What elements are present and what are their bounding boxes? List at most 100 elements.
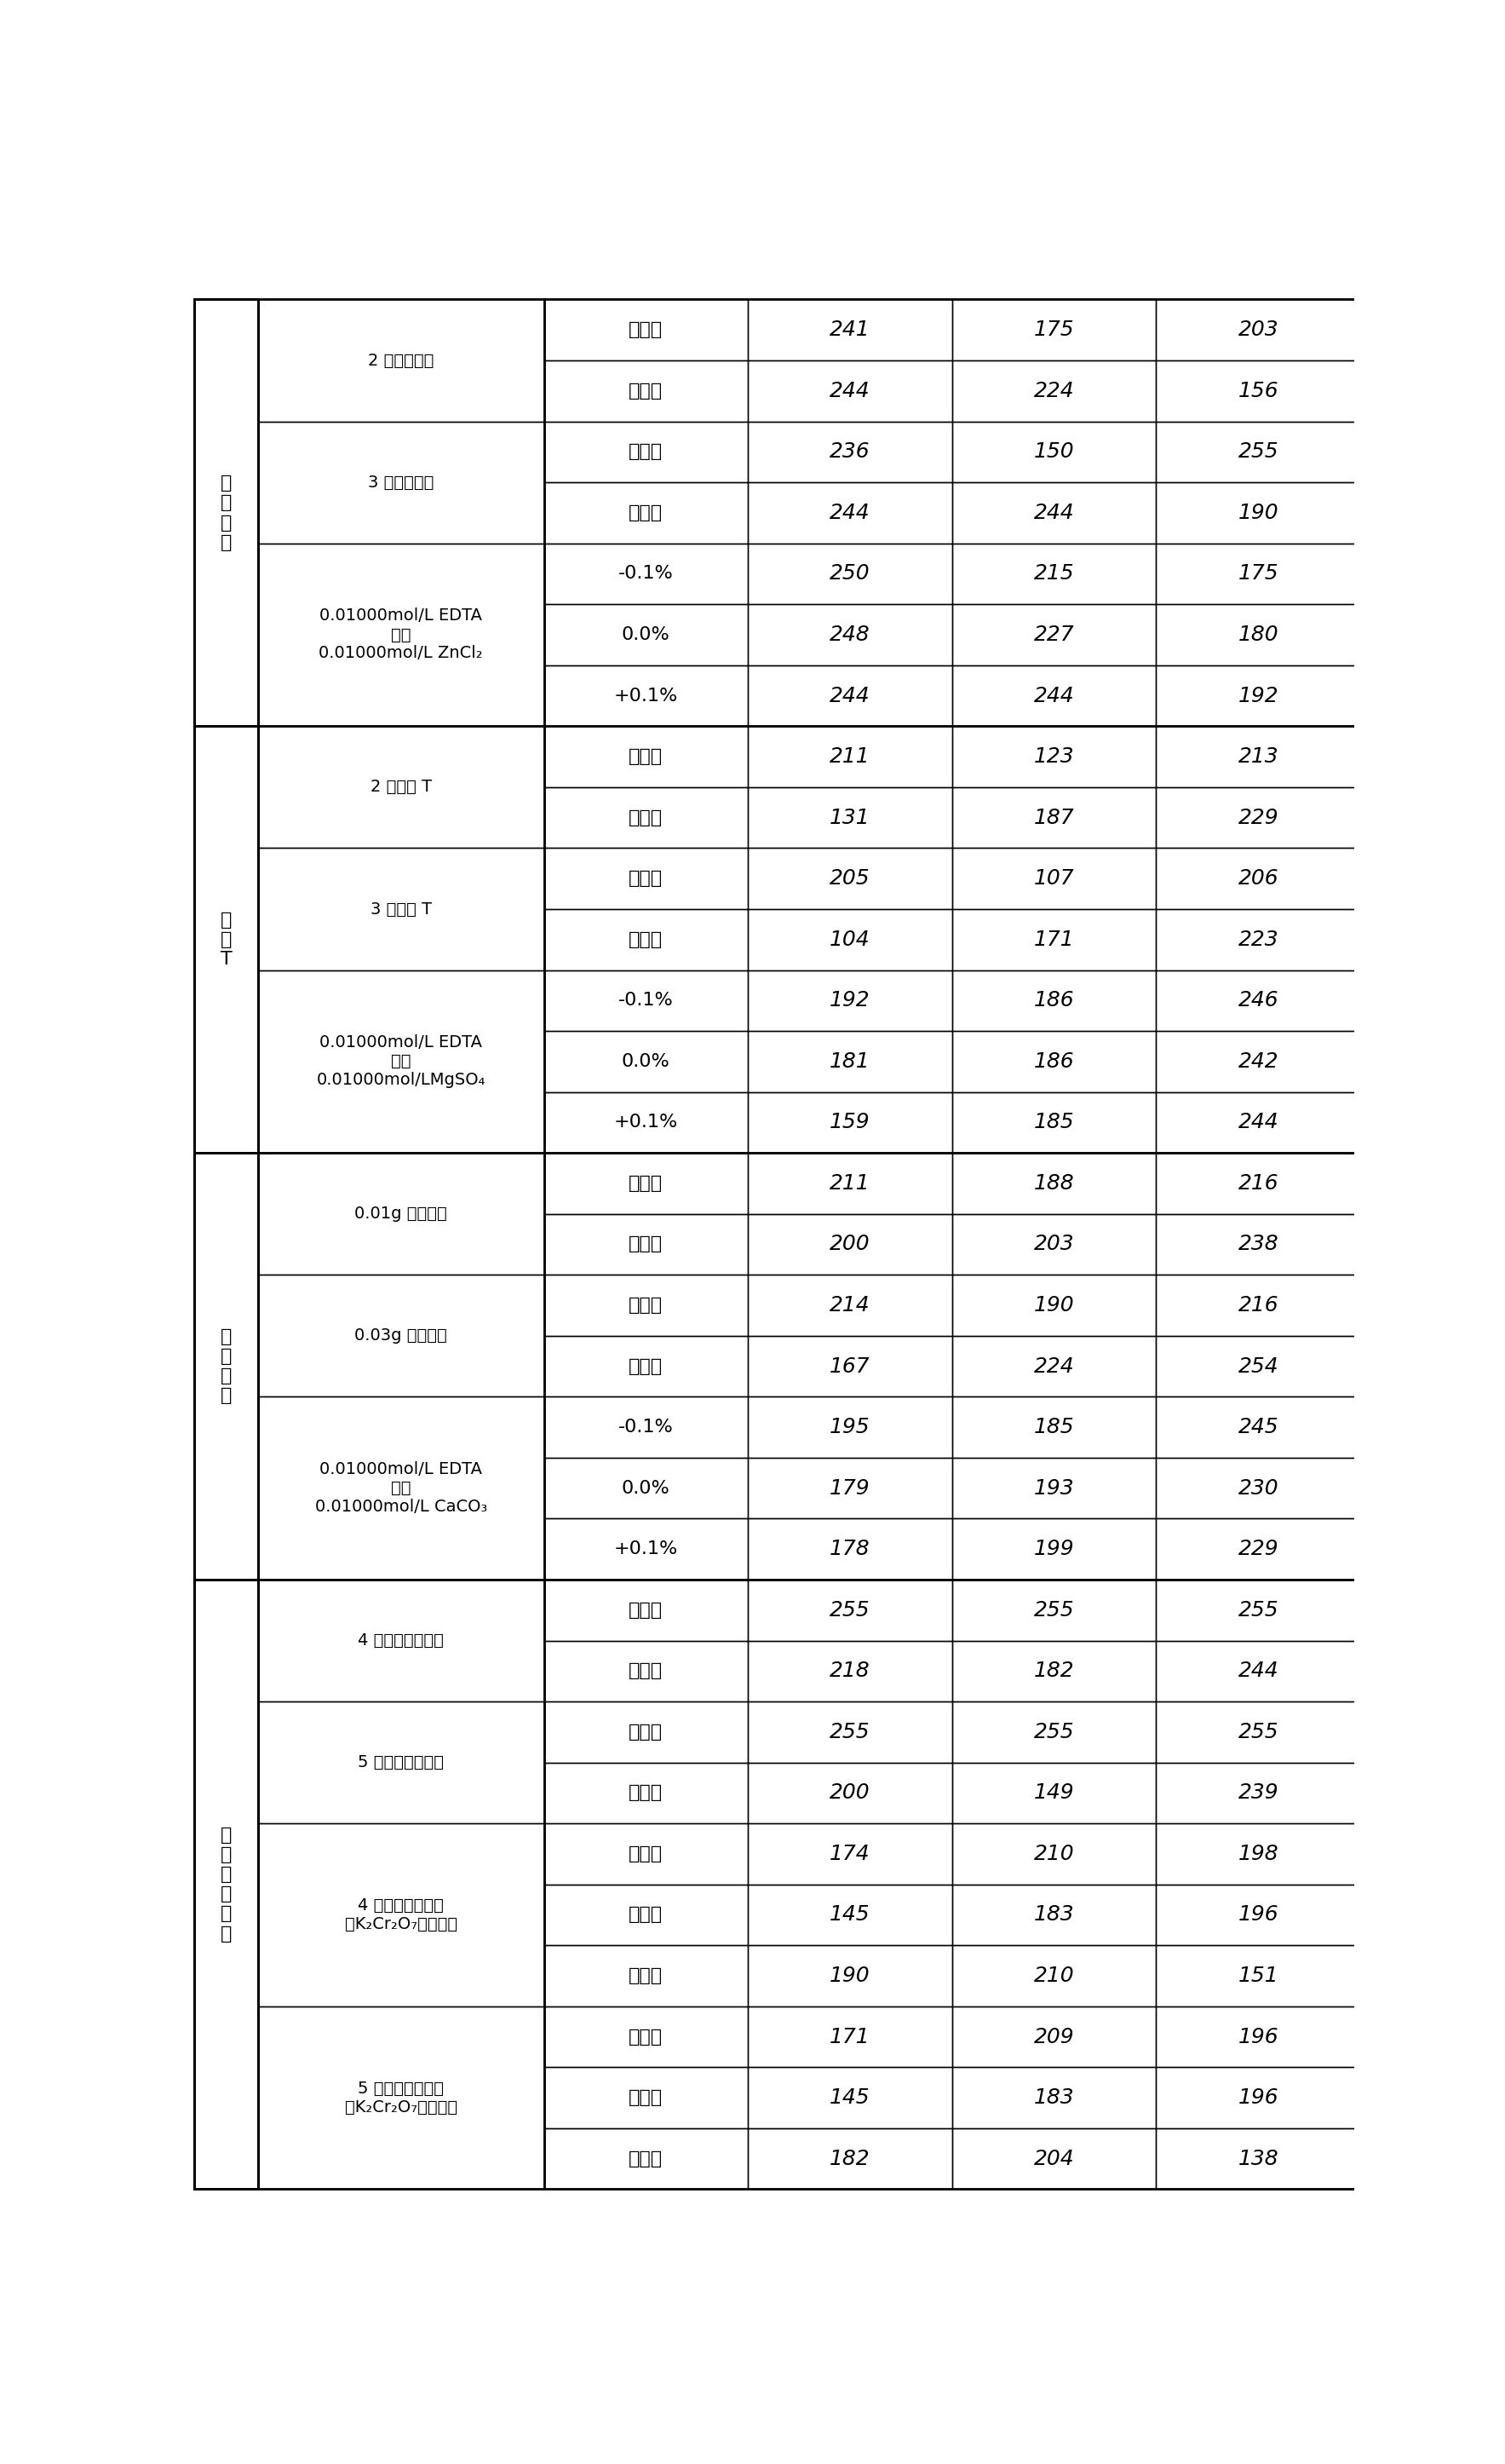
- Text: 185: 185: [1034, 1111, 1075, 1133]
- Bar: [953, 2129, 1156, 2188]
- Bar: [1156, 1335, 1361, 1397]
- Text: 131: 131: [829, 808, 870, 828]
- Bar: [748, 1641, 953, 1703]
- Bar: [543, 1947, 748, 2006]
- Bar: [748, 1579, 953, 1641]
- Text: 193: 193: [1034, 1478, 1075, 1498]
- Text: 255: 255: [1034, 1599, 1075, 1621]
- Bar: [259, 727, 543, 848]
- Text: 179: 179: [829, 1478, 870, 1498]
- Bar: [748, 1518, 953, 1579]
- Bar: [748, 1030, 953, 1092]
- Text: 244: 244: [1034, 685, 1075, 705]
- Bar: [953, 1459, 1156, 1518]
- Bar: [259, 1397, 543, 1579]
- Bar: [543, 665, 748, 727]
- Bar: [748, 604, 953, 665]
- Text: 196: 196: [1239, 2025, 1279, 2048]
- Text: 145: 145: [829, 2087, 870, 2109]
- Text: 244: 244: [829, 379, 870, 402]
- Bar: [748, 786, 953, 848]
- Text: 还原色: 还原色: [629, 1846, 664, 1863]
- Text: 0.0%: 0.0%: [622, 1478, 670, 1496]
- Text: 211: 211: [829, 1173, 870, 1193]
- Text: 还原色: 还原色: [629, 2028, 664, 2045]
- Text: 络合色: 络合色: [629, 1175, 664, 1193]
- Text: 氧化色: 氧化色: [629, 2151, 664, 2168]
- Text: 206: 206: [1239, 867, 1279, 890]
- Text: 171: 171: [829, 2025, 870, 2048]
- Text: 224: 224: [1034, 1355, 1075, 1377]
- Bar: [953, 542, 1156, 604]
- Bar: [953, 1762, 1156, 1823]
- Bar: [543, 1518, 748, 1579]
- Bar: [953, 1030, 1156, 1092]
- Bar: [953, 1274, 1156, 1335]
- Text: 107: 107: [1034, 867, 1075, 890]
- Bar: [1156, 1030, 1361, 1092]
- Bar: [1156, 1641, 1361, 1703]
- Text: 138: 138: [1239, 2149, 1279, 2168]
- Text: 游离色: 游离色: [629, 931, 664, 949]
- Bar: [748, 665, 953, 727]
- Text: 244: 244: [829, 503, 870, 522]
- Bar: [748, 848, 953, 909]
- Bar: [953, 604, 1156, 665]
- Text: -0.1%: -0.1%: [619, 993, 674, 1010]
- Text: 铬
黑
T: 铬 黑 T: [220, 912, 232, 968]
- Bar: [543, 1459, 748, 1518]
- Text: 167: 167: [829, 1355, 870, 1377]
- Bar: [543, 1885, 748, 1947]
- Text: 196: 196: [1239, 1905, 1279, 1924]
- Bar: [194, 727, 259, 1153]
- Text: 200: 200: [829, 1784, 870, 1804]
- Bar: [543, 421, 748, 483]
- Text: 223: 223: [1239, 929, 1279, 949]
- Bar: [953, 301, 1156, 360]
- Text: 216: 216: [1239, 1296, 1279, 1316]
- Text: 245: 245: [1239, 1417, 1279, 1437]
- Text: 2 滴二甲酚橙: 2 滴二甲酚橙: [369, 352, 433, 370]
- Text: 游离色: 游离色: [629, 382, 664, 399]
- Bar: [953, 1703, 1156, 1762]
- Text: 255: 255: [1239, 441, 1279, 463]
- Text: 246: 246: [1239, 991, 1279, 1010]
- Text: 244: 244: [1239, 1111, 1279, 1133]
- Bar: [194, 301, 259, 727]
- Bar: [543, 1579, 748, 1641]
- Text: 218: 218: [829, 1661, 870, 1680]
- Bar: [748, 1092, 953, 1153]
- Text: 203: 203: [1034, 1234, 1075, 1254]
- Text: 229: 229: [1239, 1540, 1279, 1560]
- Bar: [543, 1335, 748, 1397]
- Bar: [953, 1947, 1156, 2006]
- Bar: [1156, 786, 1361, 848]
- Text: 145: 145: [829, 1905, 870, 1924]
- Text: 3 滴铬黑 T: 3 滴铬黑 T: [370, 902, 432, 917]
- Bar: [259, 971, 543, 1153]
- Bar: [748, 1397, 953, 1459]
- Text: 0.01g 钙指示剂: 0.01g 钙指示剂: [355, 1205, 447, 1222]
- Text: 254: 254: [1239, 1355, 1279, 1377]
- Bar: [953, 786, 1156, 848]
- Bar: [953, 421, 1156, 483]
- Text: 175: 175: [1239, 564, 1279, 584]
- Text: 氧化色: 氧化色: [629, 1663, 664, 1680]
- Bar: [1156, 1579, 1361, 1641]
- Bar: [1156, 1703, 1361, 1762]
- Bar: [543, 971, 748, 1030]
- Bar: [543, 1030, 748, 1092]
- Bar: [543, 1092, 748, 1153]
- Text: 0.03g 钙指示剂: 0.03g 钙指示剂: [355, 1328, 447, 1343]
- Text: -0.1%: -0.1%: [619, 1419, 674, 1437]
- Text: 络合色: 络合色: [629, 749, 664, 766]
- Bar: [543, 1703, 748, 1762]
- Text: 159: 159: [829, 1111, 870, 1133]
- Bar: [543, 483, 748, 542]
- Bar: [543, 1823, 748, 1885]
- Text: 123: 123: [1034, 747, 1075, 766]
- Text: 156: 156: [1239, 379, 1279, 402]
- Bar: [953, 1335, 1156, 1397]
- Bar: [1156, 1762, 1361, 1823]
- Bar: [1156, 421, 1361, 483]
